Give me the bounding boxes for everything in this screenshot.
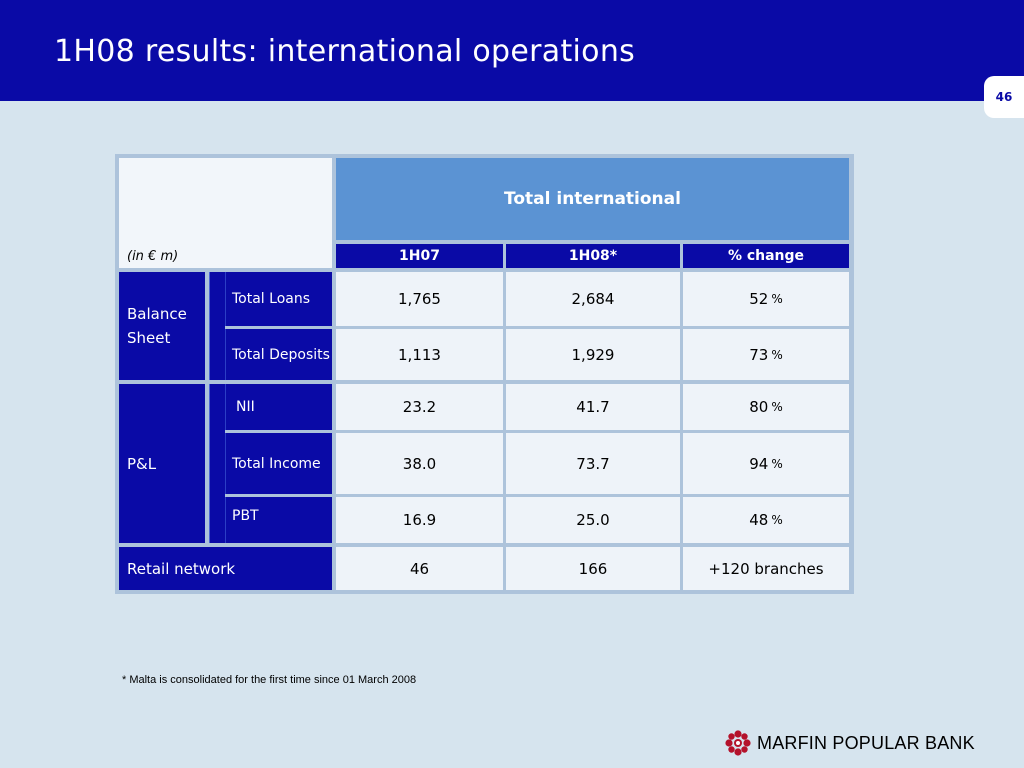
cell-loans-change: 52% [683, 272, 849, 326]
cell-deposits-1h08: 1,929 [506, 329, 680, 380]
unit-label: (in € m) [119, 158, 332, 268]
group-header: Total international [336, 158, 849, 240]
brand-logo: MARFIN POPULAR BANK [725, 730, 975, 756]
col-header-1h08: 1H08* [506, 244, 680, 268]
footnote: * Malta is consolidated for the first ti… [122, 674, 417, 686]
metric-total-loans: Total Loans [225, 272, 332, 326]
section-pl: P&L [119, 384, 205, 543]
slide-header: 1H08 results: international operations [0, 0, 1024, 101]
cell-deposits-change: 73% [683, 329, 849, 380]
cell-deposits-1h07: 1,113 [336, 329, 503, 380]
bank-emblem-icon [725, 730, 751, 756]
brand-name: MARFIN POPULAR BANK [757, 732, 975, 753]
col-header-1h07: 1H07 [336, 244, 503, 268]
cell-retail-1h07: 46 [336, 547, 503, 590]
cell-income-1h08: 73.7 [506, 433, 680, 494]
cell-nii-1h07: 23.2 [336, 384, 503, 430]
cell-loans-1h08: 2,684 [506, 272, 680, 326]
cell-retail-change: +120 branches [683, 547, 849, 590]
cell-income-change: 94% [683, 433, 849, 494]
results-table: (in € m) Total international 1H07 1H08* … [115, 154, 854, 594]
metric-pbt: PBT [225, 497, 332, 543]
cell-pbt-1h08: 25.0 [506, 497, 680, 543]
metric-total-deposits: Total Deposits [225, 329, 332, 380]
metric-total-income: Total Income [225, 433, 332, 494]
section-spacer [209, 384, 225, 543]
cell-nii-change: 80% [683, 384, 849, 430]
cell-loans-1h07: 1,765 [336, 272, 503, 326]
col-header-change: % change [683, 244, 849, 268]
slide-title: 1H08 results: international operations [54, 34, 636, 69]
cell-pbt-1h07: 16.9 [336, 497, 503, 543]
cell-pbt-change: 48% [683, 497, 849, 543]
section-balance-sheet: Balance Sheet [119, 272, 205, 380]
page-number: 46 [984, 76, 1024, 118]
cell-income-1h07: 38.0 [336, 433, 503, 494]
cell-retail-1h08: 166 [506, 547, 680, 590]
section-spacer [209, 272, 225, 380]
metric-nii: NII [225, 384, 332, 430]
section-retail-network: Retail network [119, 547, 332, 590]
cell-nii-1h08: 41.7 [506, 384, 680, 430]
